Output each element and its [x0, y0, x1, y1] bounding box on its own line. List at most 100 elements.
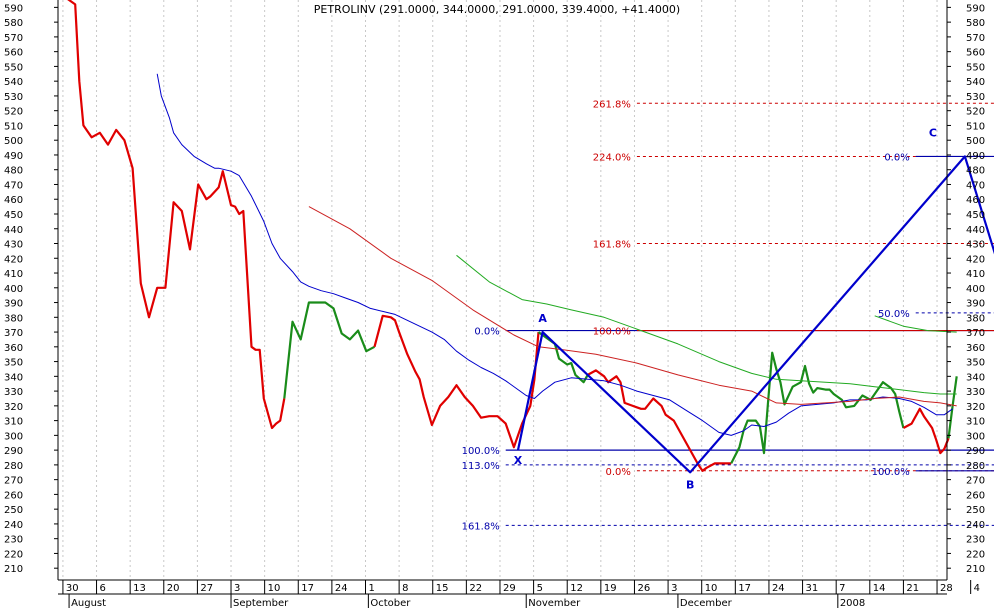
x-tick-label: 3: [671, 583, 677, 594]
y-tick-label-left: 400: [4, 284, 23, 295]
y-tick-label-right: 340: [966, 372, 985, 383]
y-tick-label-left: 490: [4, 151, 23, 162]
y-tick-label-right: 550: [966, 62, 985, 73]
x-month-label: October: [370, 598, 411, 608]
price-series: [67, 0, 994, 474]
y-tick-label-right: 240: [966, 520, 985, 531]
series-line: [947, 376, 958, 439]
x-tick-label: 27: [200, 583, 213, 594]
x-tick-label: 13: [133, 583, 146, 594]
x-tick-label: 24: [772, 583, 785, 594]
fib-level-label: 161.8%: [462, 521, 500, 532]
x-tick-label: 30: [66, 583, 79, 594]
x-tick-label: 21: [906, 583, 919, 594]
x-tick-label: 1: [369, 583, 375, 594]
x-tick-label: 12: [570, 583, 583, 594]
fib-level-label: 0.0%: [884, 152, 909, 163]
y-tick-label-left: 580: [4, 18, 23, 29]
fib-level-label: 50.0%: [878, 309, 910, 320]
y-tick-label-right: 330: [966, 387, 985, 398]
y-tick-label-left: 560: [4, 48, 23, 59]
y-tick-label-left: 340: [4, 372, 23, 383]
fib-level-label: 100.0%: [462, 446, 500, 457]
y-tick-label-right: 270: [966, 476, 985, 487]
chart-title: PETROLINV (291.0000, 344.0000, 291.0000,…: [314, 3, 680, 16]
y-tick-label-left: 210: [4, 564, 23, 575]
series-line: [456, 254, 957, 395]
y-tick-label-right: 560: [966, 48, 985, 59]
y-tick-label-right: 410: [966, 269, 985, 280]
x-tick-label: 15: [436, 583, 449, 594]
y-tick-label-left: 370: [4, 328, 23, 339]
y-tick-label-left: 260: [4, 490, 23, 501]
y-tick-label-right: 390: [966, 299, 985, 310]
y-tick-label-left: 430: [4, 240, 23, 251]
x-tick-label: 6: [100, 583, 106, 594]
y-tick-label-left: 510: [4, 121, 23, 132]
series-line: [283, 301, 376, 399]
y-tick-label-right: 280: [966, 461, 985, 472]
y-tick-label-right: 360: [966, 343, 985, 354]
pattern-point-label: A: [538, 312, 547, 325]
x-tick-label: 14: [873, 583, 886, 594]
y-tick-label-right: 470: [966, 180, 985, 191]
fibonacci-levels: 261.8% 224.0% 0.0% 161.8% 50.0% 0.0% 100.0% 100…: [462, 99, 994, 532]
y-tick-label-right: 530: [966, 92, 985, 103]
y-tick-label-left: 530: [4, 92, 23, 103]
y-tick-label-right: 370: [966, 328, 985, 339]
fib-level-label: 100.0%: [593, 327, 631, 338]
y-tick-label-left: 350: [4, 358, 23, 369]
y-tick-label-left: 360: [4, 343, 23, 354]
y-tick-label-left: 570: [4, 33, 23, 44]
x-tick-label: 22: [469, 583, 482, 594]
series-line: [587, 369, 732, 472]
y-tick-label-right: 230: [966, 535, 985, 546]
x-month-label: September: [233, 598, 289, 608]
y-tick-label-left: 380: [4, 313, 23, 324]
y-tick-label-right: 320: [966, 402, 985, 413]
y-tick-label-right: 570: [966, 33, 985, 44]
y-tick-label-left: 290: [4, 446, 23, 457]
y-tick-label-right: 430: [966, 240, 985, 251]
fib-level-label: 0.0%: [606, 467, 631, 478]
series-line: [308, 206, 957, 407]
x-tick-label: 20: [167, 583, 180, 594]
x-tick-label: 8: [402, 583, 408, 594]
y-tick-label-left: 250: [4, 505, 23, 516]
y-tick-label-left: 230: [4, 535, 23, 546]
x-tick-label: 7: [839, 583, 845, 594]
y-tick-label-right: 220: [966, 549, 985, 560]
x-month-label: 2008: [840, 598, 865, 608]
y-tick-label-left: 270: [4, 476, 23, 487]
fib-level-label: 113.0%: [462, 461, 500, 472]
axes: 210 210 220 220 230 230 240 240 250 250 260 260 270 2…: [4, 0, 985, 608]
series-line: [516, 155, 994, 474]
y-tick-label-left: 450: [4, 210, 23, 221]
y-tick-label-left: 520: [4, 107, 23, 118]
fib-level-label: 224.0%: [593, 152, 631, 163]
x-tick-label: 19: [604, 583, 617, 594]
x-tick-label: 31: [806, 583, 819, 594]
y-tick-label-right: 500: [966, 136, 985, 147]
y-tick-label-right: 250: [966, 505, 985, 516]
series-line: [373, 314, 540, 449]
series-line: [874, 315, 957, 333]
y-tick-label-left: 280: [4, 461, 23, 472]
x-tick-label: 17: [301, 583, 314, 594]
x-tick-label: 3: [234, 583, 240, 594]
y-tick-label-right: 450: [966, 210, 985, 221]
y-tick-label-left: 320: [4, 402, 23, 413]
y-tick-label-right: 480: [966, 166, 985, 177]
grid-lines: [62, 0, 938, 580]
x-month-label: December: [680, 598, 733, 608]
pattern-point-label: C: [929, 126, 937, 139]
y-tick-label-left: 440: [4, 225, 23, 236]
y-tick-label-left: 240: [4, 520, 23, 531]
x-month-label: November: [528, 598, 581, 608]
x-tick-label: 5: [537, 583, 543, 594]
y-tick-label-right: 420: [966, 254, 985, 265]
pattern-point-label: X: [514, 454, 523, 467]
series-line: [902, 407, 950, 455]
